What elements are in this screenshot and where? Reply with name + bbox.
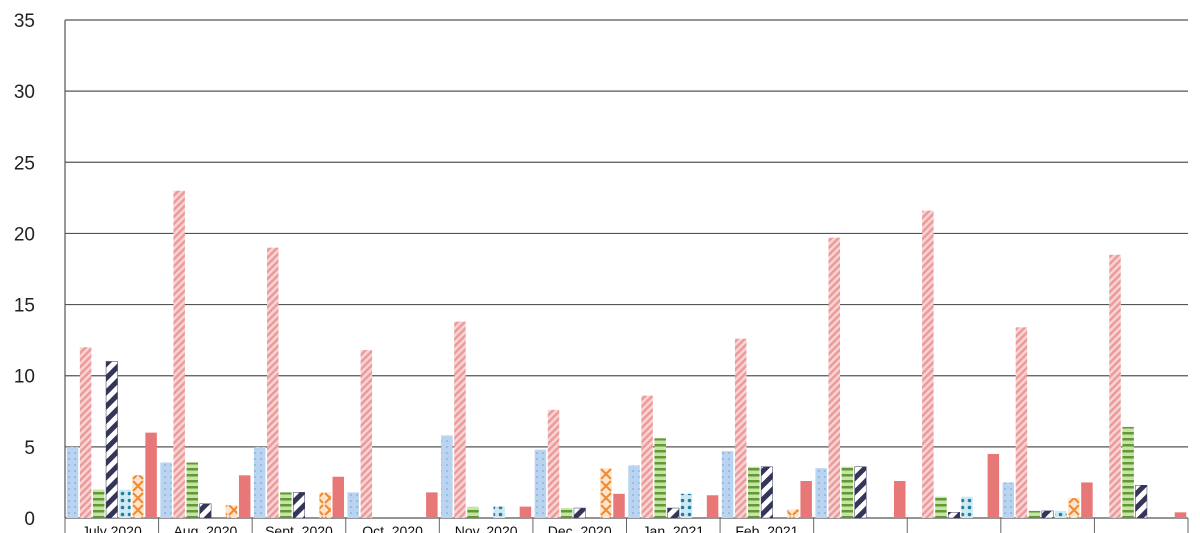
- bar-series-4-cat-7: [667, 507, 680, 519]
- bar-series-7-cat-2: [238, 475, 251, 518]
- bar-series-3-cat-7: [654, 438, 666, 518]
- bar-series-7-cat-12: [1174, 512, 1187, 518]
- bars: [66, 190, 1187, 519]
- y-tick-label: 10: [14, 367, 35, 388]
- bar-series-4-cat-12: [1135, 485, 1148, 519]
- bar-series-1-cat-4: [347, 492, 359, 518]
- bar-series-3-cat-6: [560, 508, 573, 518]
- bar-series-4-cat-10: [948, 512, 961, 519]
- gridlines: [65, 19, 1188, 519]
- bar-series-7-cat-7: [706, 495, 719, 518]
- x-tick-label: Feb. 2021: [735, 523, 798, 533]
- x-tick-label: Jan. 2021: [643, 523, 705, 533]
- bar-series-3-cat-9: [841, 466, 854, 518]
- bar-series-2-cat-6: [547, 409, 560, 518]
- bar-series-7-cat-8: [800, 481, 812, 518]
- bar-series-1-cat-11: [1002, 482, 1015, 518]
- bar-series-2-cat-12: [1109, 254, 1121, 518]
- bar-series-1-cat-3: [253, 446, 266, 518]
- bar-series-4-cat-3: [292, 492, 305, 519]
- bar-series-3-cat-2: [186, 462, 199, 518]
- bar-series-1-cat-1: [66, 446, 79, 518]
- bar-series-2-cat-5: [454, 321, 466, 518]
- bar-series-7-cat-10: [987, 453, 1000, 518]
- bar-series-2-cat-8: [734, 338, 747, 518]
- x-tick-label: Aug. 2020: [173, 523, 237, 533]
- bar-series-2-cat-3: [267, 247, 279, 518]
- bar-series-2-cat-11: [1015, 327, 1028, 518]
- bar-series-6-cat-6: [600, 468, 612, 518]
- y-tick-label: 15: [14, 296, 35, 317]
- bar-series-2-cat-10: [922, 210, 934, 519]
- bar-series-7-cat-11: [1081, 482, 1093, 518]
- x-tick-label: Sept. 2020: [265, 523, 333, 533]
- bar-series-1-cat-9: [815, 468, 827, 518]
- bar-series-3-cat-8: [748, 466, 760, 518]
- y-tick-label: 0: [24, 509, 35, 530]
- bar-series-2-cat-1: [79, 347, 92, 518]
- bar-series-2-cat-9: [828, 237, 841, 518]
- bar-series-2-cat-2: [173, 190, 185, 518]
- bar-series-1-cat-6: [534, 449, 547, 518]
- bar-series-6-cat-8: [787, 509, 799, 518]
- bar-series-6-cat-3: [319, 492, 331, 518]
- bar-series-4-cat-2: [199, 503, 212, 519]
- axes: 0 5 10 15 20 25 30 35: [14, 11, 1189, 533]
- x-tick-label: Dec. 2020: [548, 523, 612, 533]
- bar-series-3-cat-10: [935, 496, 947, 518]
- bar-series-7-cat-4: [426, 492, 438, 518]
- bar-series-3-cat-12: [1122, 426, 1134, 518]
- x-tick-label: Nov. 2020: [455, 523, 518, 533]
- y-tick-label: 30: [14, 82, 35, 103]
- y-tick-label: 20: [14, 224, 35, 245]
- bar-series-5-cat-1: [119, 489, 131, 518]
- bar-series-3-cat-3: [280, 492, 292, 518]
- bar-series-6-cat-1: [132, 475, 144, 518]
- bar-series-4-cat-8: [760, 466, 773, 519]
- bar-series-4-cat-6: [573, 507, 586, 519]
- bar-series-5-cat-11: [1054, 510, 1067, 518]
- y-tick-label: 35: [14, 11, 35, 32]
- x-tick-label: Oct. 2020: [362, 523, 423, 533]
- bar-series-1-cat-5: [441, 435, 453, 518]
- y-tick-label: 25: [14, 153, 35, 174]
- bar-series-3-cat-11: [1028, 510, 1041, 518]
- bar-series-1-cat-2: [160, 462, 172, 518]
- bar-series-4-cat-11: [1041, 510, 1054, 519]
- y-tick-label: 5: [24, 438, 35, 459]
- bar-series-6-cat-2: [225, 505, 238, 518]
- category-labels: July 2020 Aug. 2020 Sept. 2020 Oct. 2020 Nov…: [82, 523, 799, 533]
- bar-series-1-cat-7: [628, 465, 640, 518]
- bar-series-4-cat-9: [854, 466, 867, 519]
- bar-series-3-cat-5: [467, 506, 479, 518]
- bar-series-7-cat-9: [894, 481, 906, 518]
- bar-series-2-cat-7: [641, 395, 653, 518]
- bar-series-7-cat-1: [145, 432, 157, 518]
- bar-series-5-cat-5: [493, 506, 505, 518]
- bar-series-3-cat-1: [92, 489, 105, 518]
- bar-series-5-cat-7: [680, 493, 693, 518]
- x-tick-label: July 2020: [82, 523, 142, 533]
- bar-series-7-cat-5: [519, 506, 532, 518]
- bar-series-4-cat-1: [105, 361, 118, 519]
- bar-series-7-cat-6: [613, 493, 625, 518]
- bar-series-1-cat-8: [721, 451, 734, 518]
- bar-series-2-cat-4: [360, 350, 373, 518]
- bar-series-5-cat-10: [961, 496, 973, 518]
- bar-series-7-cat-3: [332, 476, 345, 518]
- bar-series-6-cat-11: [1068, 498, 1080, 518]
